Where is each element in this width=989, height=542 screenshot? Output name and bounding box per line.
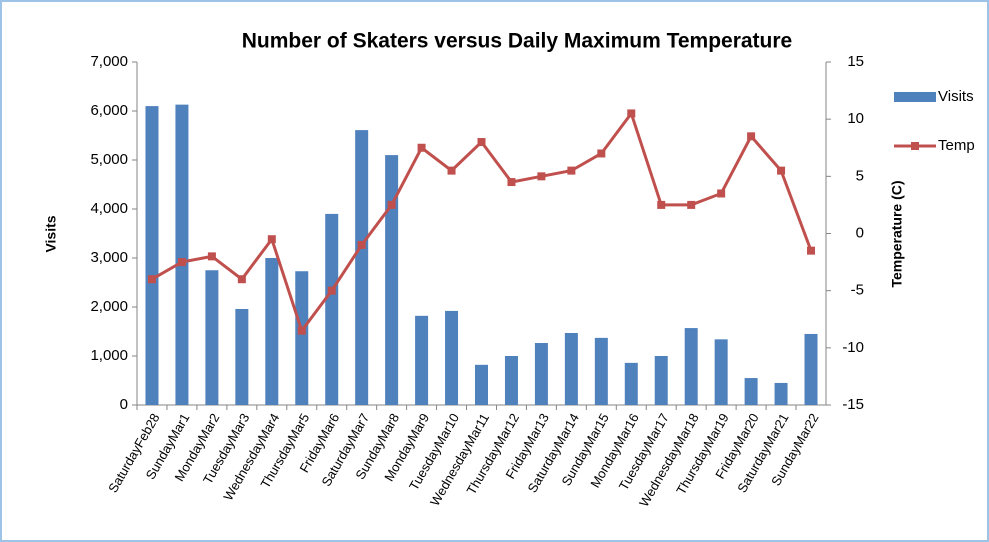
bar [624,362,638,405]
chart-title: Number of Skaters versus Daily Maximum T… [242,30,792,53]
bar [385,155,399,405]
marker [507,178,516,187]
marker [537,172,546,181]
bar [475,364,488,405]
legend-label: Visits [938,88,974,105]
marker [327,286,336,295]
y-tick-label: 6,000 [90,102,128,119]
y-tick-label: 0 [120,396,128,413]
marker [387,200,396,209]
bar [175,104,189,405]
bar [325,213,339,405]
y-tick-label: 1,000 [90,347,128,364]
marker [777,166,786,175]
bar [714,339,728,405]
bar [654,356,668,405]
marker [717,189,726,198]
y2-axis-title: Temperature (C) [889,180,905,287]
y-tick-label: 7,000 [90,53,128,70]
y2-tick-label: 5 [856,167,864,184]
bar [265,258,279,405]
marker [357,240,366,249]
bar [594,337,608,405]
bar [205,270,219,405]
bar [684,328,698,405]
y-tick-label: 2,000 [90,298,128,315]
marker [807,246,816,255]
bar [145,106,159,405]
y-tick-label: 4,000 [90,200,128,217]
y2-tick-label: -10 [842,339,864,356]
marker [567,166,576,175]
bar [415,315,429,405]
y-tick-label: 5,000 [90,151,128,168]
legend-label: Temp [938,137,975,154]
marker [747,132,756,141]
y2-tick-label: 10 [847,110,864,127]
bar [774,382,788,405]
marker [297,326,306,335]
marker [627,109,636,118]
y-axis-title: Visits [43,215,59,252]
marker [207,252,216,261]
marker [657,200,666,209]
marker [597,149,606,158]
bar [445,310,459,405]
marker [267,235,276,244]
bar [295,271,309,405]
bar [564,332,578,405]
y2-tick-label: 15 [847,53,864,70]
marker [477,138,486,147]
marker [687,200,696,209]
y2-tick-label: -5 [851,282,864,299]
bar [804,333,818,405]
marker [177,258,186,267]
bar [235,308,249,405]
y2-tick-label: 0 [856,224,864,241]
bar [744,378,758,405]
marker [237,275,246,284]
marker [417,143,426,152]
y2-tick-label: -15 [842,396,864,413]
bar [534,343,548,405]
bar [355,130,369,406]
bar [504,356,518,405]
marker [447,166,456,175]
marker [147,275,156,284]
y-tick-label: 3,000 [90,249,128,266]
legend-swatch [911,142,919,150]
legend-swatch [894,92,936,102]
